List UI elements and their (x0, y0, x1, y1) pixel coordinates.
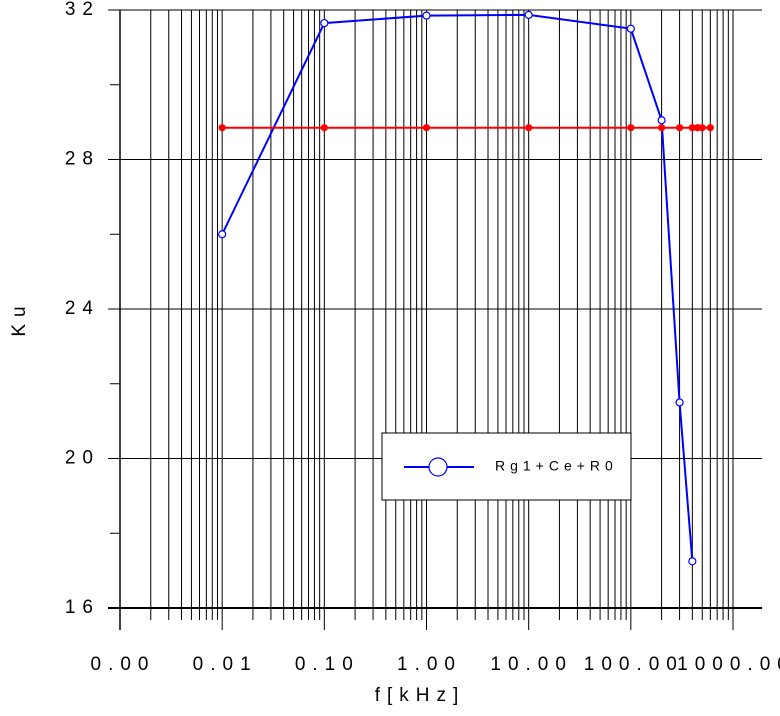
y-axis-label: Ku (9, 299, 30, 336)
data-point (626, 24, 635, 33)
data-point (218, 230, 227, 239)
data-point (320, 18, 329, 28)
data-point (218, 124, 226, 132)
data-point (698, 124, 706, 132)
y-tick-label: 28 (65, 149, 100, 170)
data-point (422, 11, 431, 20)
data-point (657, 124, 666, 132)
legend-marker (428, 457, 448, 477)
legend: Rg1+Ce+R0 (381, 432, 632, 501)
data-point (657, 116, 666, 125)
y-tick-label: 24 (65, 298, 100, 319)
x-tick-label: 0.00 (91, 654, 156, 675)
x-tick-label: 10.00 (490, 654, 573, 675)
x-tick-label: 0.01 (193, 654, 258, 675)
series-line (221, 13, 694, 562)
x-tick-label: 0.10 (295, 654, 360, 675)
x-tick-label: 100.00 (584, 654, 684, 675)
x-tick-label: 1000.00 (677, 654, 780, 675)
x-axis-label: f[kHz] (375, 685, 466, 706)
data-point (627, 124, 635, 132)
data-point (675, 124, 684, 132)
y-tick-label: 32 (65, 0, 100, 20)
data-point (525, 124, 533, 132)
data-point (524, 10, 533, 19)
data-point (706, 124, 714, 132)
data-point (688, 557, 697, 566)
y-tick-label: 16 (65, 597, 100, 618)
data-point (675, 398, 684, 407)
data-point (320, 124, 328, 132)
legend-label: Rg1+Ce+R0 (495, 458, 618, 474)
data-point (422, 124, 431, 132)
y-tick-label: 20 (65, 448, 100, 469)
x-tick-label: 1.00 (397, 654, 462, 675)
